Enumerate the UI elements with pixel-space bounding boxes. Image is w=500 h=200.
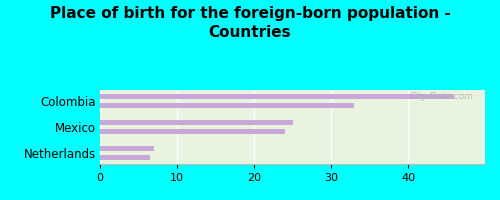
Text: City-Data.com: City-Data.com	[410, 92, 474, 101]
Bar	[100, 103, 354, 108]
Bar	[100, 146, 154, 151]
Bar	[100, 129, 285, 134]
Bar	[100, 155, 150, 160]
Bar	[100, 94, 454, 99]
Text: Place of birth for the foreign-born population -
Countries: Place of birth for the foreign-born popu…	[50, 6, 450, 40]
Bar	[100, 120, 292, 125]
